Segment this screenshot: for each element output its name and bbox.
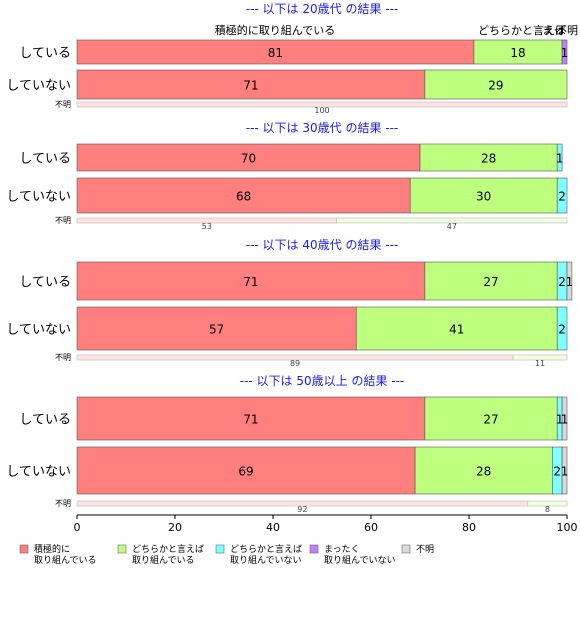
unknown-data-label: 89 bbox=[290, 359, 300, 368]
data-label: 57 bbox=[209, 323, 224, 337]
legend-swatch bbox=[401, 544, 411, 554]
panel-title-1: --- 以下は 30歳代 の結果 --- bbox=[246, 121, 399, 135]
x-tick-label: 60 bbox=[364, 521, 378, 534]
unknown-bar-segment bbox=[527, 500, 568, 507]
unknown-row-label: 不明 bbox=[55, 100, 71, 109]
row-label: している bbox=[19, 413, 71, 428]
data-label: 27 bbox=[483, 413, 498, 427]
bar-segment bbox=[424, 396, 558, 441]
bar-segment bbox=[419, 143, 558, 172]
bar-segment bbox=[566, 261, 573, 301]
data-label: 29 bbox=[488, 79, 503, 93]
data-label: 1 bbox=[561, 413, 569, 427]
data-label: 70 bbox=[241, 152, 256, 166]
bar-segment bbox=[424, 261, 558, 301]
unknown-row-label: 不明 bbox=[55, 216, 71, 225]
data-label: 69 bbox=[238, 465, 253, 479]
row-label: していない bbox=[6, 323, 71, 338]
panel-title-0: --- 以下は 20歳代 の結果 --- bbox=[246, 2, 399, 16]
unknown-row-label: 不明 bbox=[55, 499, 71, 508]
row-label: している bbox=[19, 275, 71, 290]
x-tick-label: 0 bbox=[74, 521, 81, 534]
x-tick-label: 40 bbox=[266, 521, 280, 534]
row-label: していない bbox=[6, 79, 71, 94]
legend-label: どちらかと言えば bbox=[230, 543, 302, 555]
legend-label: 不明 bbox=[416, 544, 434, 555]
legend-label: 取り組んでいる bbox=[34, 554, 97, 566]
bar-segment bbox=[76, 69, 426, 100]
data-label: 2 bbox=[553, 465, 561, 479]
top-label-3: 不明 bbox=[556, 24, 578, 37]
data-label: 1 bbox=[556, 413, 564, 427]
bar-segment bbox=[414, 446, 553, 495]
unknown-data-label: 92 bbox=[297, 505, 307, 514]
data-label: 71 bbox=[243, 79, 258, 93]
data-label: 2 bbox=[558, 190, 566, 204]
bar-segment bbox=[556, 306, 568, 351]
legend-label: どちらかと言えば bbox=[132, 543, 204, 555]
unknown-row-label: 不明 bbox=[55, 353, 71, 362]
legend-swatch bbox=[117, 544, 127, 554]
unknown-bar-segment bbox=[512, 354, 568, 361]
data-label: 71 bbox=[243, 275, 258, 289]
top-label-2: まっ bbox=[542, 24, 564, 37]
legend-label: 取り組んでいる bbox=[132, 554, 195, 566]
x-tick-label: 80 bbox=[462, 521, 476, 534]
bar-segment bbox=[409, 177, 558, 214]
bar-segment bbox=[556, 143, 563, 172]
data-label: 2 bbox=[558, 323, 566, 337]
row-label: していない bbox=[6, 190, 71, 205]
data-label: 28 bbox=[476, 465, 491, 479]
unknown-bar-segment bbox=[76, 101, 568, 108]
bar-segment bbox=[561, 446, 568, 495]
unknown-data-label: 47 bbox=[447, 222, 457, 231]
data-label: 30 bbox=[476, 190, 491, 204]
data-label: 1 bbox=[561, 465, 569, 479]
data-label: 1 bbox=[566, 275, 574, 289]
unknown-data-label: 100 bbox=[314, 106, 329, 115]
bar-segment bbox=[76, 261, 426, 301]
bar-segment bbox=[424, 69, 568, 100]
unknown-data-label: 53 bbox=[202, 222, 212, 231]
x-tick-label: 100 bbox=[557, 521, 578, 534]
unknown-data-label: 8 bbox=[545, 505, 550, 514]
data-label: 41 bbox=[449, 323, 464, 337]
legend-label: まったく bbox=[324, 544, 360, 555]
panel-title-2: --- 以下は 40歳代 の結果 --- bbox=[246, 238, 399, 252]
panel-title-3: --- 以下は 50歳以上 の結果 --- bbox=[240, 374, 405, 388]
data-label: 81 bbox=[268, 46, 283, 60]
data-label: 1 bbox=[556, 152, 564, 166]
legend-swatch bbox=[309, 544, 319, 554]
bar-segment bbox=[561, 39, 568, 65]
top-label-1: どちらかと言えば bbox=[478, 24, 566, 37]
data-label: 2 bbox=[558, 275, 566, 289]
data-label: 28 bbox=[481, 152, 496, 166]
bar-segment bbox=[76, 143, 421, 172]
data-label: 68 bbox=[236, 190, 251, 204]
bar-segment bbox=[76, 306, 357, 351]
unknown-bar-segment bbox=[336, 217, 568, 224]
legend-label: 取り組んでいない bbox=[324, 554, 396, 566]
data-label: 71 bbox=[243, 413, 258, 427]
legend-label: 積極的に bbox=[34, 543, 70, 555]
legend-swatch bbox=[19, 544, 29, 554]
row-label: している bbox=[19, 46, 71, 61]
x-tick-label: 20 bbox=[168, 521, 182, 534]
bar-segment bbox=[76, 446, 416, 495]
legend-swatch bbox=[215, 544, 225, 554]
data-label: 1 bbox=[561, 46, 569, 60]
top-label-0: 積極的に取り組んでいる bbox=[215, 23, 335, 37]
legend-label: 取り組んでいない bbox=[230, 554, 302, 566]
bar-segment bbox=[556, 177, 568, 214]
data-label: 18 bbox=[510, 46, 525, 60]
bar-segment bbox=[76, 39, 475, 65]
data-label: 27 bbox=[483, 275, 498, 289]
row-label: している bbox=[19, 152, 71, 167]
row-label: していない bbox=[6, 465, 71, 480]
bar-segment bbox=[76, 396, 426, 441]
unknown-data-label: 11 bbox=[535, 359, 545, 368]
bar-segment bbox=[561, 396, 568, 441]
